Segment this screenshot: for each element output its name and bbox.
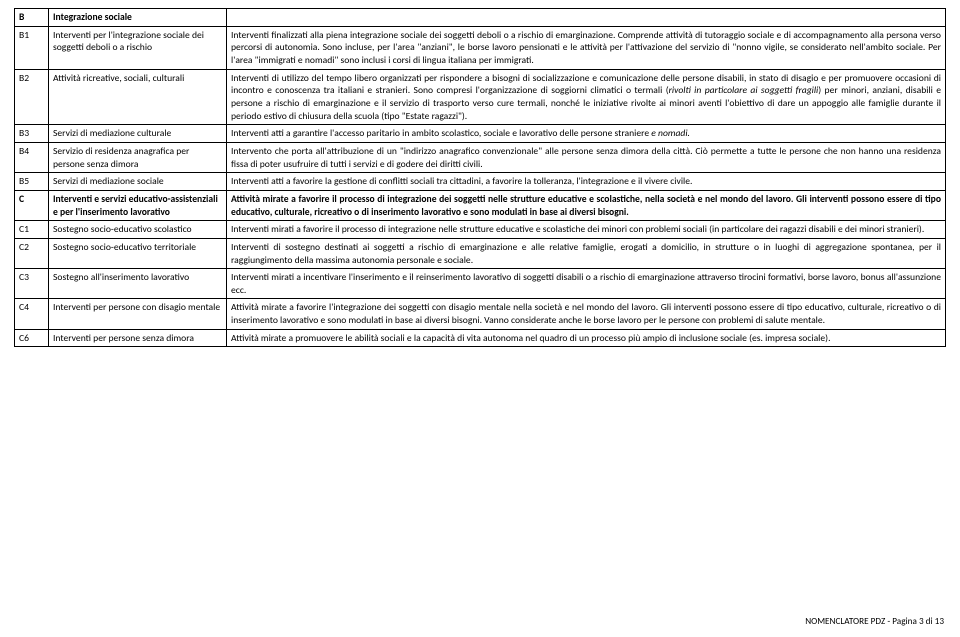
page-footer: NOMENCLATORE PDZ - Pagina 3 di 13 (805, 616, 944, 627)
row-code: B5 (15, 173, 49, 191)
row-code: B3 (15, 125, 49, 143)
row-description: Interventi atti a garantire l'accesso pa… (227, 125, 946, 143)
row-description: Interventi mirati a favorire il processo… (227, 221, 946, 239)
row-code: B1 (15, 26, 49, 69)
table-row: C4Interventi per persone con disagio men… (15, 299, 946, 329)
row-code: C4 (15, 299, 49, 329)
row-code: B2 (15, 69, 49, 125)
row-code: C3 (15, 269, 49, 299)
table-row: C3Sostegno all'inserimento lavorativoInt… (15, 269, 946, 299)
table-row: B3Servizi di mediazione culturaleInterve… (15, 125, 946, 143)
row-title: Sostegno all'inserimento lavorativo (49, 269, 227, 299)
nomenclatore-table: BIntegrazione socialeB1Interventi per l'… (14, 8, 946, 347)
table-row: CInterventi e servizi educativo-assisten… (15, 190, 946, 220)
table-row: C2Sostegno socio-educativo territorialeI… (15, 238, 946, 268)
row-title: Interventi per l'integrazione sociale de… (49, 26, 227, 69)
table-row: B1Interventi per l'integrazione sociale … (15, 26, 946, 69)
table-row: B4Servizio di residenza anagrafica per p… (15, 142, 946, 172)
row-code: B4 (15, 142, 49, 172)
row-description: Interventi di utilizzo del tempo libero … (227, 69, 946, 125)
row-title: Attività ricreative, sociali, culturali (49, 69, 227, 125)
row-title: Servizi di mediazione culturale (49, 125, 227, 143)
row-title: Servizio di residenza anagrafica per per… (49, 142, 227, 172)
row-description: Interventi atti a favorire la gestione d… (227, 173, 946, 191)
row-title: Integrazione sociale (49, 9, 227, 27)
row-title: Sostegno socio-educativo scolastico (49, 221, 227, 239)
row-code: B (15, 9, 49, 27)
table-row: BIntegrazione sociale (15, 9, 946, 27)
row-description: Attività mirate a favorire il processo d… (227, 190, 946, 220)
row-description: Attività mirate a promuovere le abilità … (227, 329, 946, 347)
row-code: C6 (15, 329, 49, 347)
row-description: Interventi finalizzati alla piena integr… (227, 26, 946, 69)
row-title: Interventi per persone senza dimora (49, 329, 227, 347)
table-row: B5Servizi di mediazione socialeIntervent… (15, 173, 946, 191)
row-code: C2 (15, 238, 49, 268)
row-description: Intervento che porta all'attribuzione di… (227, 142, 946, 172)
table-row: C6Interventi per persone senza dimoraAtt… (15, 329, 946, 347)
row-code: C (15, 190, 49, 220)
row-description: Attività mirate a favorire l'integrazion… (227, 299, 946, 329)
row-description: Interventi mirati a incentivare l'inseri… (227, 269, 946, 299)
table-row: B2Attività ricreative, sociali, cultural… (15, 69, 946, 125)
row-title: Sostegno socio-educativo territoriale (49, 238, 227, 268)
row-title: Interventi per persone con disagio menta… (49, 299, 227, 329)
row-title: Servizi di mediazione sociale (49, 173, 227, 191)
row-title: Interventi e servizi educativo-assistenz… (49, 190, 227, 220)
table-row: C1Sostegno socio-educativo scolasticoInt… (15, 221, 946, 239)
row-description (227, 9, 946, 27)
row-code: C1 (15, 221, 49, 239)
row-description: Interventi di sostegno destinati ai sogg… (227, 238, 946, 268)
